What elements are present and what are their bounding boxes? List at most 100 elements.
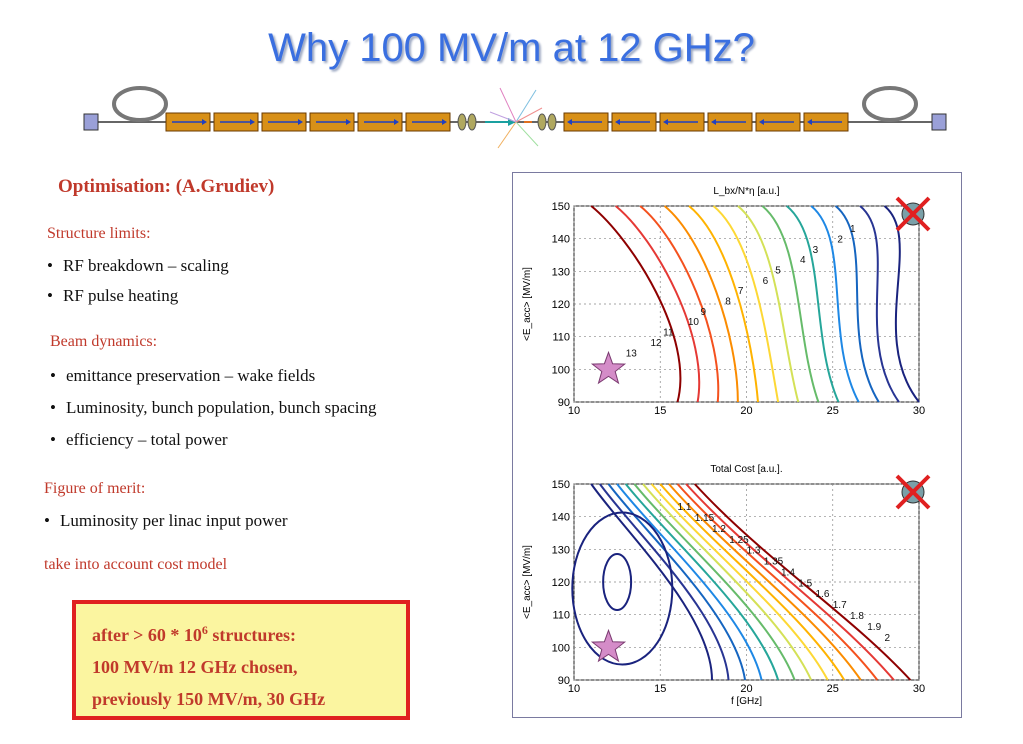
chosen-point-star-icon xyxy=(590,628,627,663)
contour-label: 1.35 xyxy=(764,557,784,568)
accelerating-cavity xyxy=(357,112,403,132)
figure-of-merit-heading: Figure of merit: xyxy=(44,480,146,497)
y-tick-label: 120 xyxy=(552,577,570,589)
y-tick-label: 150 xyxy=(552,201,570,213)
y-tick-label: 130 xyxy=(552,544,570,556)
contour-line xyxy=(642,483,813,681)
x-axis-label: f [GHz] xyxy=(731,696,762,707)
contour-line xyxy=(659,483,846,681)
plot-title: Total Cost [a.u.]. xyxy=(710,464,782,475)
contour-line xyxy=(639,205,720,403)
contour-label: 1.15 xyxy=(695,513,715,524)
x-tick-label: 15 xyxy=(654,405,666,417)
contour-label: 6 xyxy=(763,276,769,287)
y-tick-label: 140 xyxy=(552,512,570,524)
x-tick-label: 30 xyxy=(913,405,925,417)
rejected-point-cross-icon xyxy=(895,474,931,510)
contour-line xyxy=(650,483,829,681)
contour-line xyxy=(602,553,633,611)
contour-label: 1 xyxy=(850,224,856,235)
contour-line xyxy=(676,483,879,681)
accelerating-cavity xyxy=(309,112,355,132)
contour-label: 5 xyxy=(775,266,781,277)
contour-line xyxy=(834,205,880,403)
y-tick-label: 150 xyxy=(552,479,570,491)
contour-label: 2 xyxy=(885,633,891,644)
linac-schematic xyxy=(83,86,947,149)
contour-line xyxy=(694,483,912,681)
contour-line xyxy=(685,483,895,681)
accelerating-cavity xyxy=(803,112,849,132)
contour-label: 1.9 xyxy=(867,622,881,633)
accelerating-cavity xyxy=(659,112,705,132)
accelerating-cavity xyxy=(213,112,259,132)
contour-line xyxy=(607,483,747,681)
x-tick-label: 10 xyxy=(568,405,580,417)
x-tick-label: 30 xyxy=(913,683,925,695)
y-tick-label: 130 xyxy=(552,266,570,278)
slide-title: Why 100 MV/m at 12 GHz? xyxy=(268,26,755,70)
contour-line xyxy=(624,483,780,681)
contour-label: 7 xyxy=(738,286,744,297)
result-line-3: previously 150 MV/m, 30 GHz xyxy=(92,689,326,709)
list-item: • RF breakdown – scaling xyxy=(47,256,229,275)
x-tick-label: 25 xyxy=(827,683,839,695)
contour-label: 12 xyxy=(650,338,662,349)
optimisation-heading: Optimisation: (A.Grudiev) xyxy=(58,176,275,197)
contour-label: 13 xyxy=(626,348,638,359)
list-item: • emittance preservation – wake fields xyxy=(50,366,316,385)
accelerating-cavity xyxy=(405,112,451,132)
y-tick-label: 100 xyxy=(552,642,570,654)
luminosity-contour-plot: L_bx/N*η [a.u.]10 15 20 25 30901001101201301… xyxy=(522,186,931,417)
accelerating-cavity xyxy=(261,112,307,132)
contour-line xyxy=(761,205,820,403)
contour-line xyxy=(633,483,796,681)
contour-line xyxy=(810,205,860,403)
cost-model-note: take into account cost model xyxy=(44,556,228,573)
y-tick-label: 90 xyxy=(558,675,570,687)
contour-line xyxy=(712,205,780,403)
x-tick-label: 20 xyxy=(740,405,752,417)
y-tick-label: 110 xyxy=(552,332,570,344)
contour-label: 1.3 xyxy=(747,546,761,557)
list-item: • Luminosity, bunch population, bunch spa… xyxy=(50,398,377,417)
contour-label: 1.1 xyxy=(678,502,692,513)
contour-label: 8 xyxy=(725,297,731,308)
contour-line xyxy=(859,205,900,403)
contour-line xyxy=(590,483,713,681)
y-tick-label: 90 xyxy=(558,397,570,409)
contour-line xyxy=(883,205,920,403)
plot-title: L_bx/N*η [a.u.] xyxy=(713,186,779,197)
x-tick-label: 15 xyxy=(654,683,666,695)
contour-label: 2 xyxy=(837,234,843,245)
accelerating-cavity xyxy=(755,112,801,132)
result-line-1: after > 60 * 106 structures: xyxy=(92,623,297,645)
cost-contour-plot: Total Cost [a.u.]. 10 15 20 25 30 90 100 110 120 1… xyxy=(522,464,931,707)
accelerating-cavity xyxy=(611,112,657,132)
beam-dynamics-heading: Beam dynamics: xyxy=(50,333,158,350)
contour-label: 10 xyxy=(688,317,700,328)
y-axis-label: <E_acc> [MV/m] xyxy=(522,545,533,619)
result-callout: after > 60 * 106 structures: 100 MV/m 12… xyxy=(72,600,410,720)
accelerating-cavity xyxy=(165,112,211,132)
contour-label: 1.4 xyxy=(781,567,795,578)
y-tick-label: 120 xyxy=(552,299,570,311)
contour-label: 3 xyxy=(813,245,819,256)
contour-line xyxy=(599,483,730,681)
y-tick-label: 110 xyxy=(552,610,570,622)
x-tick-label: 10 xyxy=(568,683,580,695)
x-tick-label: 20 xyxy=(740,683,752,695)
list-item: • RF pulse heating xyxy=(47,286,179,305)
list-item: • efficiency – total power xyxy=(50,430,228,449)
contour-label: 1.2 xyxy=(712,524,726,535)
contour-line xyxy=(786,205,840,403)
y-tick-label: 100 xyxy=(552,364,570,376)
y-tick-label: 140 xyxy=(552,234,570,246)
contour-label: 1.5 xyxy=(798,578,812,589)
contour-line xyxy=(615,205,701,403)
y-axis-label: <E_acc> [MV/m] xyxy=(522,267,533,341)
accelerating-cavity xyxy=(563,112,609,132)
contour-line xyxy=(663,205,739,403)
result-line-2: 100 MV/m 12 GHz chosen, xyxy=(92,657,298,677)
contour-label: 11 xyxy=(663,328,674,339)
